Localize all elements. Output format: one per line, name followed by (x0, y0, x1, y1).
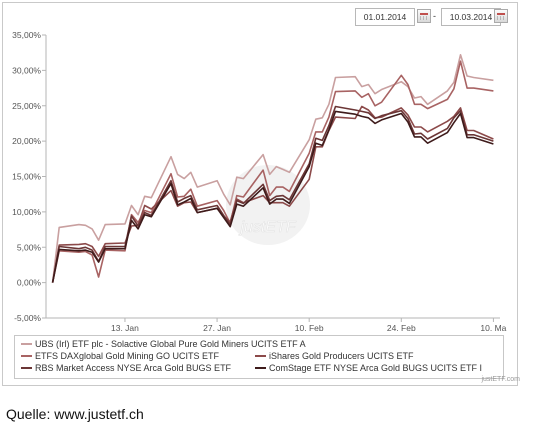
legend-label: ComStage ETF NYSE Arca Gold BUGS UCITS E… (269, 363, 483, 373)
x-tick-label: 13. Jan (111, 323, 139, 333)
legend-item-ishares[interactable]: iShares Gold Producers UCITS ETF (255, 351, 414, 362)
watermark-logo: justETF (226, 165, 310, 245)
y-tick-label: 15,00% (12, 172, 41, 182)
x-tick-label: 10. Ma (480, 323, 506, 333)
y-tick-label: -5,00% (14, 313, 41, 323)
calendar-icon[interactable] (494, 9, 508, 23)
legend-item-ubs[interactable]: UBS (Irl) ETF plc - Solactive Global Pur… (21, 339, 306, 350)
series-line-1[interactable] (51, 53, 494, 283)
x-tick-label: 10. Feb (295, 323, 324, 333)
legend-item-comstage[interactable]: ComStage ETF NYSE Arca Gold BUGS UCITS E… (255, 363, 482, 374)
legend-swatch (255, 354, 266, 357)
legend-item-rbs[interactable]: RBS Market Access NYSE Arca Gold BUGS ET… (21, 363, 231, 374)
watermark-text: justETF (238, 219, 296, 236)
line-chart: justETF -5,00% 0,00% 5,00% 10,00% 15,00% 20,0… (12, 30, 507, 333)
y-tick-label: 5,00% (17, 242, 42, 252)
x-axis-ticks: 13. Jan 27. Jan 10. Feb 24. Feb 10. Ma (111, 318, 507, 333)
series-lines (51, 53, 494, 283)
legend-swatch (21, 354, 32, 357)
source-caption: Quelle: www.justetf.ch (6, 406, 144, 422)
legend-swatch (21, 366, 32, 369)
start-date-field[interactable]: 01.01.2014 (355, 8, 415, 26)
y-tick-label: 30,00% (12, 65, 41, 75)
series-line-4[interactable] (51, 105, 494, 283)
legend-label: iShares Gold Producers UCITS ETF (269, 351, 414, 361)
credit-text: justETF.com (481, 376, 520, 383)
legend-label: ETFS DAXglobal Gold Mining GO UCITS ETF (35, 351, 220, 361)
y-tick-label: 20,00% (12, 136, 41, 146)
y-tick-label: 10,00% (12, 207, 41, 217)
series-line-5[interactable] (51, 110, 494, 283)
legend: UBS (Irl) ETF plc - Solactive Global Pur… (14, 335, 504, 379)
legend-label: RBS Market Access NYSE Arca Gold BUGS ET… (35, 363, 232, 373)
legend-item-etfs[interactable]: ETFS DAXglobal Gold Mining GO UCITS ETF (21, 351, 219, 362)
legend-swatch (21, 342, 32, 345)
series-line-3[interactable] (51, 105, 494, 283)
legend-swatch (255, 366, 266, 369)
calendar-icon[interactable] (417, 9, 431, 23)
y-tick-label: 25,00% (12, 101, 41, 111)
date-separator: - (433, 11, 436, 21)
y-axis-ticks: -5,00% 0,00% 5,00% 10,00% 15,00% 20,00% 25,00%… (12, 30, 46, 323)
x-tick-label: 24. Feb (387, 323, 416, 333)
legend-label: UBS (Irl) ETF plc - Solactive Global Pur… (35, 339, 306, 349)
y-tick-label: 35,00% (12, 30, 41, 40)
date-range-picker: 01.01.2014 - 10.03.2014 (0, 8, 540, 26)
x-tick-label: 27. Jan (203, 323, 231, 333)
y-tick-label: 0,00% (17, 278, 42, 288)
